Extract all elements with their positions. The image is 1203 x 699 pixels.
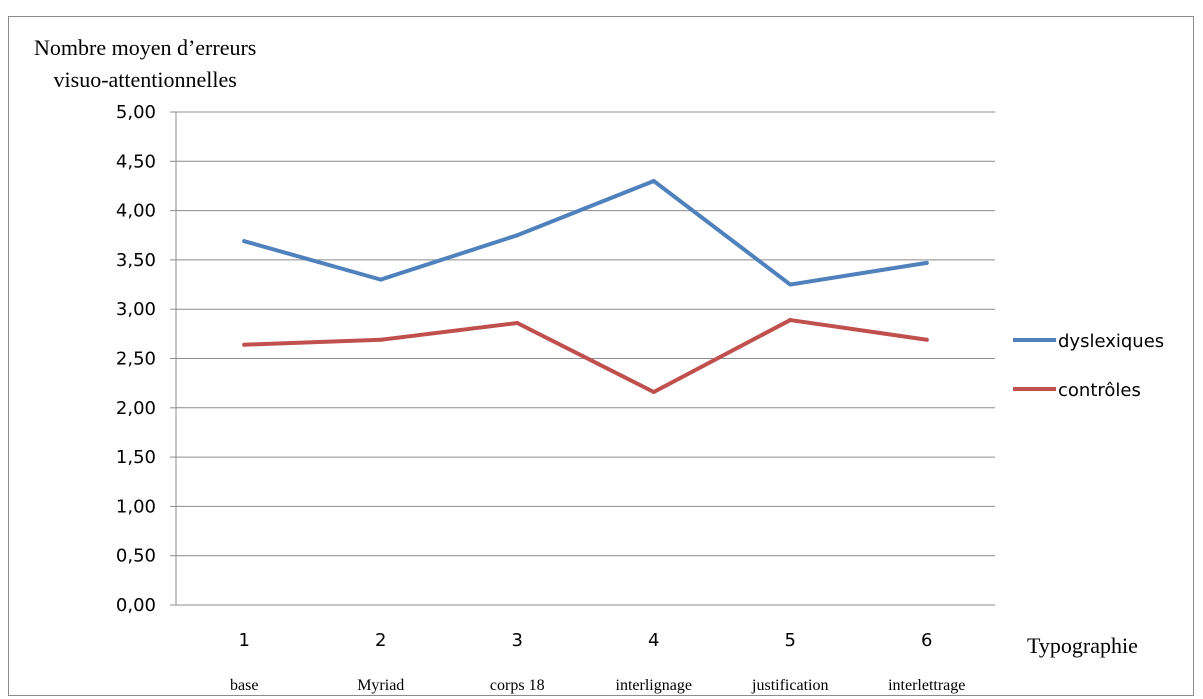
y-tick-label: 3,50 [116, 250, 156, 271]
data-point [378, 277, 383, 282]
data-point [242, 239, 247, 244]
x-tick-label: 3 [512, 630, 523, 651]
data-point [378, 337, 383, 342]
x-tick-label: 1 [239, 630, 250, 651]
y-tick-label: 0,50 [116, 546, 156, 567]
chart-frame [8, 16, 1194, 696]
x-tick-label: 6 [921, 630, 932, 651]
x-category-name: corps 18 [490, 677, 545, 694]
y-tick-label: 1,50 [116, 447, 156, 468]
x-tick-label: 4 [648, 630, 659, 651]
x-axis-title: Typographie [1027, 633, 1138, 658]
data-point [788, 282, 793, 287]
data-point [651, 390, 656, 395]
y-tick-label: 3,00 [116, 299, 156, 320]
data-point [651, 179, 656, 184]
x-category-name: Myriad [357, 677, 404, 694]
y-tick-label: 2,00 [116, 398, 156, 419]
data-point [515, 321, 520, 326]
series-line-2 [242, 318, 929, 395]
x-category-name: interlettrage [888, 677, 965, 694]
x-tick-label: 5 [785, 630, 796, 651]
y-axis-title: Nombre moyen d’erreurs visuo-attentionne… [34, 32, 256, 96]
legend-label: dyslexiques [1058, 331, 1164, 352]
x-tick-label: 2 [375, 630, 386, 651]
y-tick-label: 4,50 [116, 151, 156, 172]
x-category-name: base [230, 677, 258, 694]
y-axis-title-line-2: visuo-attentionnelles [53, 67, 237, 92]
x-category-name: interlignage [616, 677, 692, 694]
y-tick-label: 5,00 [116, 102, 156, 123]
series-line-1 [242, 179, 929, 287]
y-axis-title-line-1: Nombre moyen d’erreurs [34, 35, 257, 60]
y-tick-label: 2,50 [116, 349, 156, 370]
data-point [924, 337, 929, 342]
data-point [788, 318, 793, 323]
data-point [515, 233, 520, 238]
x-category-name: justification [751, 677, 828, 694]
y-tick-label: 0,00 [116, 595, 156, 616]
data-point [924, 260, 929, 265]
legend-label: contrôles [1058, 380, 1141, 401]
y-tick-label: 1,00 [116, 496, 156, 517]
data-point [242, 342, 247, 347]
y-tick-label: 4,00 [116, 201, 156, 222]
